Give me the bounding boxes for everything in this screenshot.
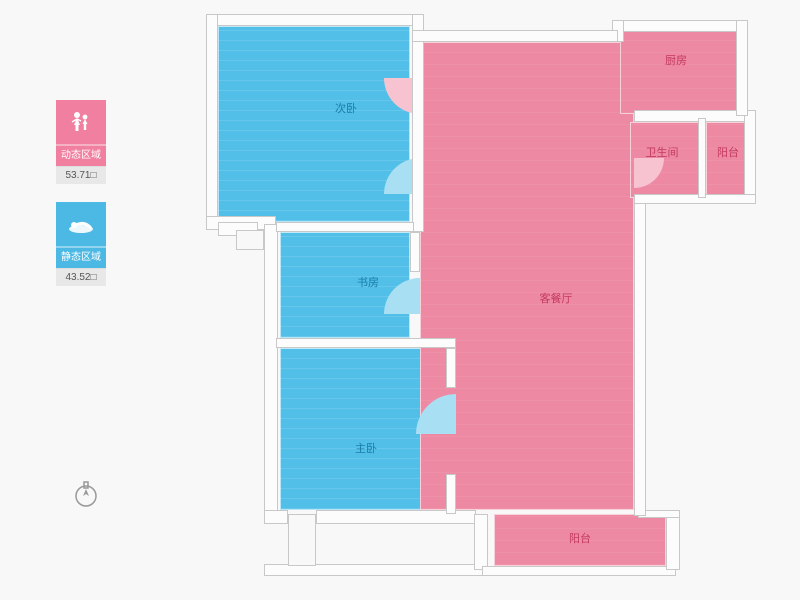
room-kitchen bbox=[620, 30, 740, 114]
legend-static-value: 43.52□ bbox=[56, 268, 106, 286]
wall-segment bbox=[446, 348, 456, 388]
legend-static-label: 静态区域 bbox=[56, 248, 106, 268]
room-study bbox=[280, 232, 410, 338]
wall-segment bbox=[474, 514, 488, 570]
wall-segment bbox=[736, 20, 748, 116]
legend: 动态区域 53.71□ 静态区域 43.52□ bbox=[56, 100, 116, 304]
room-label-bathroom: 卫生间 bbox=[646, 144, 679, 160]
wall-segment bbox=[206, 14, 422, 26]
wall-notch bbox=[288, 514, 316, 566]
floorplan: 次卧书房主卧客餐厅厨房卫生间阳台阳台 bbox=[206, 14, 752, 584]
wall-segment bbox=[666, 514, 680, 570]
wall-segment bbox=[634, 194, 756, 204]
room-living_dining bbox=[420, 42, 634, 510]
wall-segment bbox=[482, 566, 676, 576]
room-label-balcony_s: 阳台 bbox=[569, 530, 591, 546]
wall-segment bbox=[410, 232, 420, 272]
legend-static: 静态区域 43.52□ bbox=[56, 202, 116, 286]
wall-segment bbox=[276, 222, 414, 232]
wall-segment bbox=[264, 224, 278, 524]
wall-segment bbox=[446, 474, 456, 514]
wall-segment bbox=[412, 30, 618, 42]
wall-segment bbox=[412, 14, 424, 232]
room-label-second_bedroom: 次卧 bbox=[335, 100, 357, 116]
wall-segment bbox=[612, 20, 746, 32]
wall-segment bbox=[276, 338, 456, 348]
room-label-study: 书房 bbox=[357, 274, 379, 290]
room-label-master_bedroom: 主卧 bbox=[355, 440, 377, 456]
compass-icon bbox=[72, 480, 100, 508]
sleep-icon bbox=[56, 202, 106, 248]
wall-notch bbox=[236, 230, 264, 250]
room-label-living_dining: 客餐厅 bbox=[540, 290, 573, 306]
people-icon bbox=[56, 100, 106, 146]
room-label-kitchen: 厨房 bbox=[665, 52, 687, 68]
wall-segment bbox=[634, 200, 646, 516]
wall-segment bbox=[744, 110, 756, 202]
legend-dynamic-label: 动态区域 bbox=[56, 146, 106, 166]
legend-dynamic-value: 53.71□ bbox=[56, 166, 106, 184]
legend-dynamic: 动态区域 53.71□ bbox=[56, 100, 116, 184]
room-label-balcony_e: 阳台 bbox=[717, 144, 739, 160]
room-second_bedroom bbox=[218, 26, 410, 222]
wall-segment bbox=[264, 510, 288, 524]
wall-segment bbox=[698, 118, 706, 198]
wall-segment bbox=[206, 14, 218, 224]
